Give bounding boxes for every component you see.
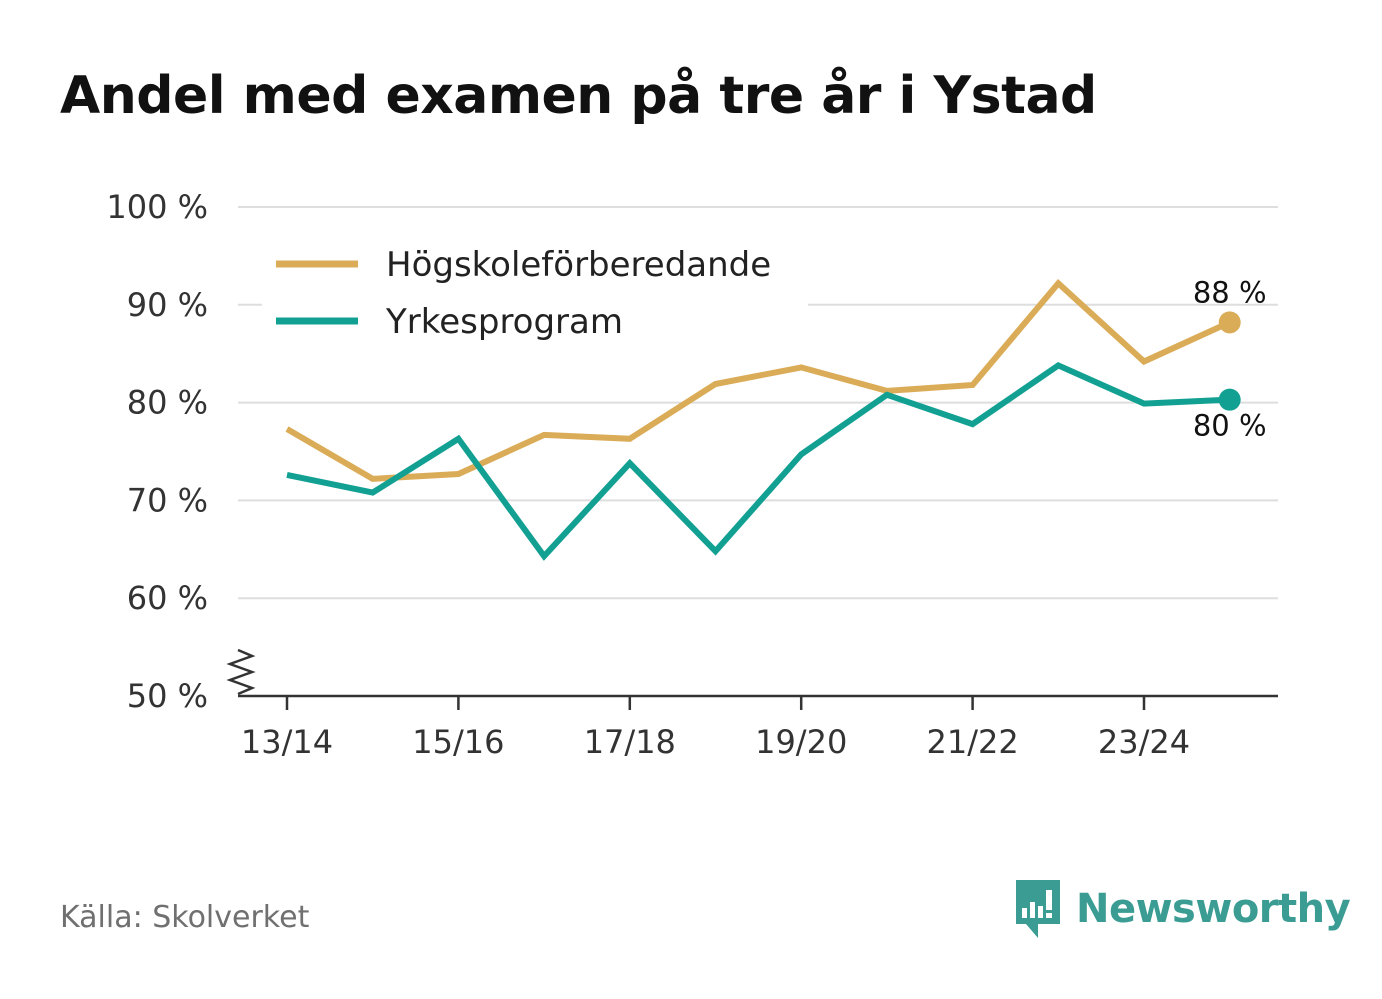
legend-background <box>262 236 808 352</box>
x-tick-label: 13/14 <box>241 723 333 761</box>
x-tick-label: 19/20 <box>755 723 847 761</box>
newsworthy-logo-icon <box>1016 880 1060 938</box>
legend-label: Högskoleförberedande <box>386 245 771 285</box>
axis-break-icon <box>226 648 256 696</box>
y-tick-label: 80 % <box>127 384 208 422</box>
brand-logo: Newsworthy <box>1012 878 1351 940</box>
y-tick-label: 60 % <box>127 579 208 617</box>
series-line-1 <box>286 362 1230 561</box>
legend: Högskoleförberedande Yrkesprogram <box>262 236 808 352</box>
chart-title: Andel med examen på tre år i Ystad <box>60 66 1097 126</box>
x-tick-label: 17/18 <box>584 723 676 761</box>
x-tick-label: 21/22 <box>926 723 1018 761</box>
legend-label: Yrkesprogram <box>385 302 623 342</box>
x-tick-label: 23/24 <box>1098 723 1190 761</box>
series-line-0 <box>285 278 1231 482</box>
brand-name: Newsworthy <box>1076 886 1351 932</box>
y-axis-ticks: 50 % 60 % 70 % 80 % 90 % 100 % <box>106 188 208 715</box>
y-tick-label: 90 % <box>127 286 208 324</box>
series-lines <box>285 278 1241 561</box>
end-value-label: 88 % <box>1193 275 1267 309</box>
y-tick-label: 70 % <box>127 481 208 519</box>
end-value-label: 80 % <box>1193 409 1267 443</box>
source-note: Källa: Skolverket <box>60 900 310 935</box>
x-tick-label: 15/16 <box>412 723 504 761</box>
x-axis-ticks: 13/14 15/16 17/18 19/20 21/22 23/24 <box>241 696 1190 761</box>
series-end-point <box>1218 388 1241 411</box>
end-labels: 88 % 80 % <box>1193 275 1267 442</box>
series-end-point <box>1218 311 1241 334</box>
y-tick-label: 100 % <box>106 188 208 226</box>
y-tick-label: 50 % <box>127 677 208 715</box>
axes <box>226 648 1278 698</box>
